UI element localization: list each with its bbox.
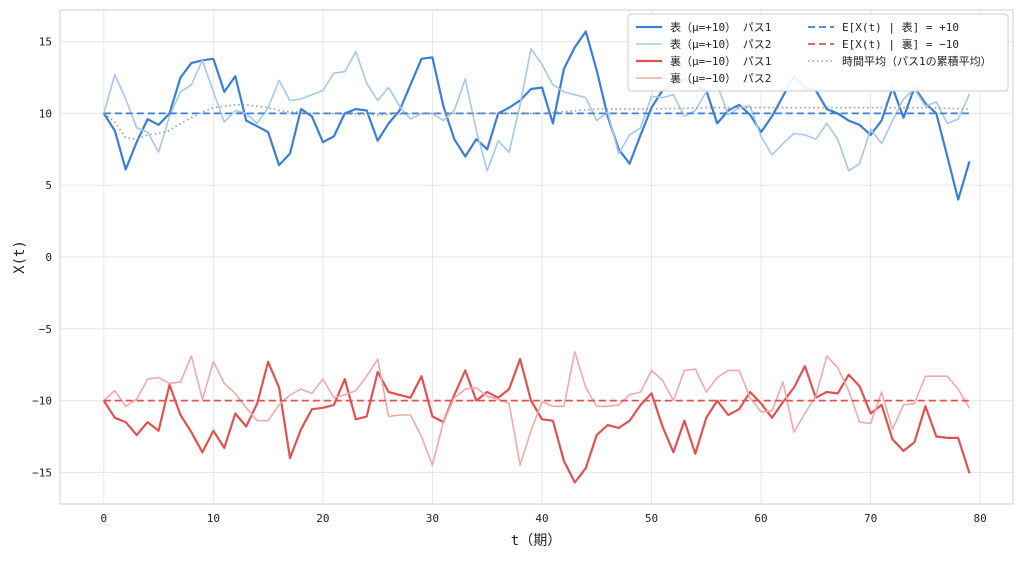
series-group [102,30,971,484]
x-tick-label: 10 [207,512,220,525]
x-tick-label: 80 [974,512,987,525]
x-tick-label: 30 [426,512,439,525]
legend-box [627,13,1009,92]
legend-label-3: 裏（μ=−10） パス2 [670,71,771,85]
legend-label-6: 時間平均（パス1の累積平均） [842,54,992,68]
y-tick-label: −5 [39,323,52,336]
y-tick-label: 0 [45,251,52,264]
x-tick-label: 40 [535,512,548,525]
series-line-1 [103,47,971,172]
y-tick-label: −10 [32,395,52,408]
y-tick-label: −15 [32,466,52,479]
x-tick-label: 50 [645,512,658,525]
series-line-6 [103,104,970,140]
grid [60,10,1013,504]
x-tick-label: 0 [101,512,108,525]
axis-ticks: 0 10 20 30 40 50 60 70 80 −15 −10 −5 0 5 10 15 [32,36,987,525]
legend: 表（μ=+10） パス1 表（μ=+10） パス2 裏（μ=−10） パス1 裏（μ=… [627,13,1009,92]
x-tick-label: 70 [864,512,877,525]
series-line-0 [102,30,971,201]
x-axis-label: t（期） [511,533,561,549]
x-tick-label: 20 [316,512,329,525]
x-tick-label: 60 [754,512,767,525]
legend-label-0: 表（μ=+10） パス1 [670,20,771,34]
y-tick-label: 10 [39,107,52,120]
y-tick-label: 15 [39,36,52,49]
legend-label-4: E[X(t) | 表] = +10 [842,20,959,34]
y-tick-label: 5 [45,179,52,192]
series-line-2 [102,357,971,484]
series-line-3 [103,350,971,467]
legend-label-1: 表（μ=+10） パス2 [670,37,771,51]
legend-label-5: E[X(t) | 裏] = −10 [842,37,959,51]
legend-label-2: 裏（μ=−10） パス1 [670,54,771,68]
y-axis-label: X(t) [12,240,28,274]
